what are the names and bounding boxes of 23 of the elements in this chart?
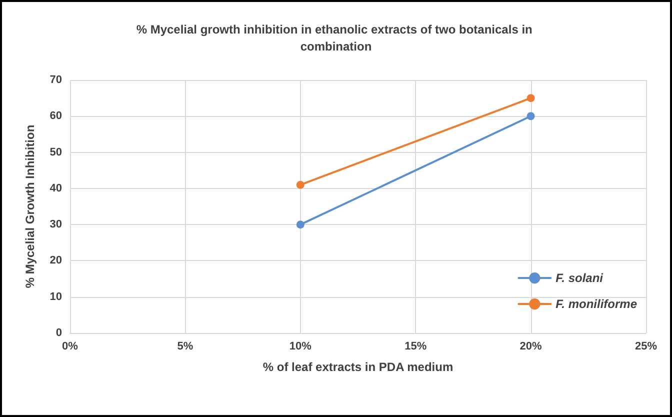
x-tick-label: 15% [404,340,427,352]
x-tick-label: 5% [177,340,194,352]
point [296,220,304,229]
y-tick-label: 70 [50,74,62,86]
point [296,180,304,189]
x-axis-title: % of leaf extracts in PDA medium [262,360,454,374]
x-tick-label: 0% [62,340,78,352]
legend-label: F. solani [556,271,604,285]
y-tick-label: 40 [50,182,62,194]
y-tick-label: 20 [50,254,62,267]
y-tick-label: 50 [50,146,62,158]
y-tick-label: 30 [50,218,62,231]
y-tick-label: 60 [50,110,62,122]
legend-label: F. moniliforme [556,297,638,311]
y-tick-label: 0 [56,327,62,339]
point [526,112,535,120]
x-tick-label: 10% [289,340,312,352]
y-axis-title: % Mycelial Growth Inhibition [23,124,37,288]
point [526,94,535,102]
x-tick-label: 25% [634,340,658,352]
y-tick-label: 10 [50,290,62,303]
x-tick-label: 20% [520,340,542,352]
chart-title: % Mycelial growth inhibition in ethanolic extracts of two botanicals in combination [136,22,536,54]
